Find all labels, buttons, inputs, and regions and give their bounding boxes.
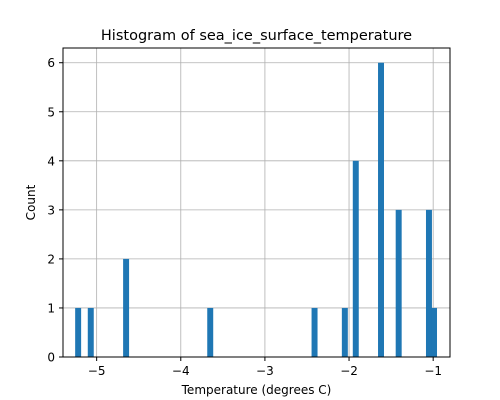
histogram-bar: [123, 258, 130, 357]
y-tick-label: 6: [47, 56, 55, 70]
y-axis-title: Count: [24, 184, 38, 220]
axis-ticks: −5 −4 −3 −2 −1 0 1 2 3 4 5 6: [47, 56, 442, 378]
x-tick-label: −2: [340, 364, 358, 378]
y-tick-label: 2: [47, 252, 55, 266]
histogram-bar: [87, 307, 94, 357]
x-axis-title: Temperature (degrees C): [181, 383, 332, 397]
histogram-bar: [431, 307, 438, 357]
histogram-bar: [311, 307, 318, 357]
histogram-bar: [378, 62, 384, 357]
histogram-bars: [75, 62, 438, 357]
chart-title: Histogram of sea_ice_surface_temperature: [101, 28, 412, 44]
x-tick-label: −4: [172, 364, 190, 378]
histogram-bar: [341, 307, 348, 357]
histogram-bar: [207, 307, 214, 357]
histogram-bar: [425, 209, 432, 357]
x-tick-label: −5: [88, 364, 106, 378]
y-tick-label: 5: [47, 105, 55, 119]
x-tick-label: −3: [256, 364, 274, 378]
y-tick-label: 1: [47, 301, 55, 315]
histogram-bar: [352, 160, 359, 357]
plot-frame: [62, 47, 451, 358]
y-tick-label: 4: [47, 154, 55, 168]
x-tick-label: −1: [424, 364, 442, 378]
y-tick-label: 3: [47, 203, 55, 217]
y-tick-label: 0: [47, 351, 55, 365]
histogram-bar: [395, 209, 402, 357]
histogram-bar: [75, 307, 82, 357]
